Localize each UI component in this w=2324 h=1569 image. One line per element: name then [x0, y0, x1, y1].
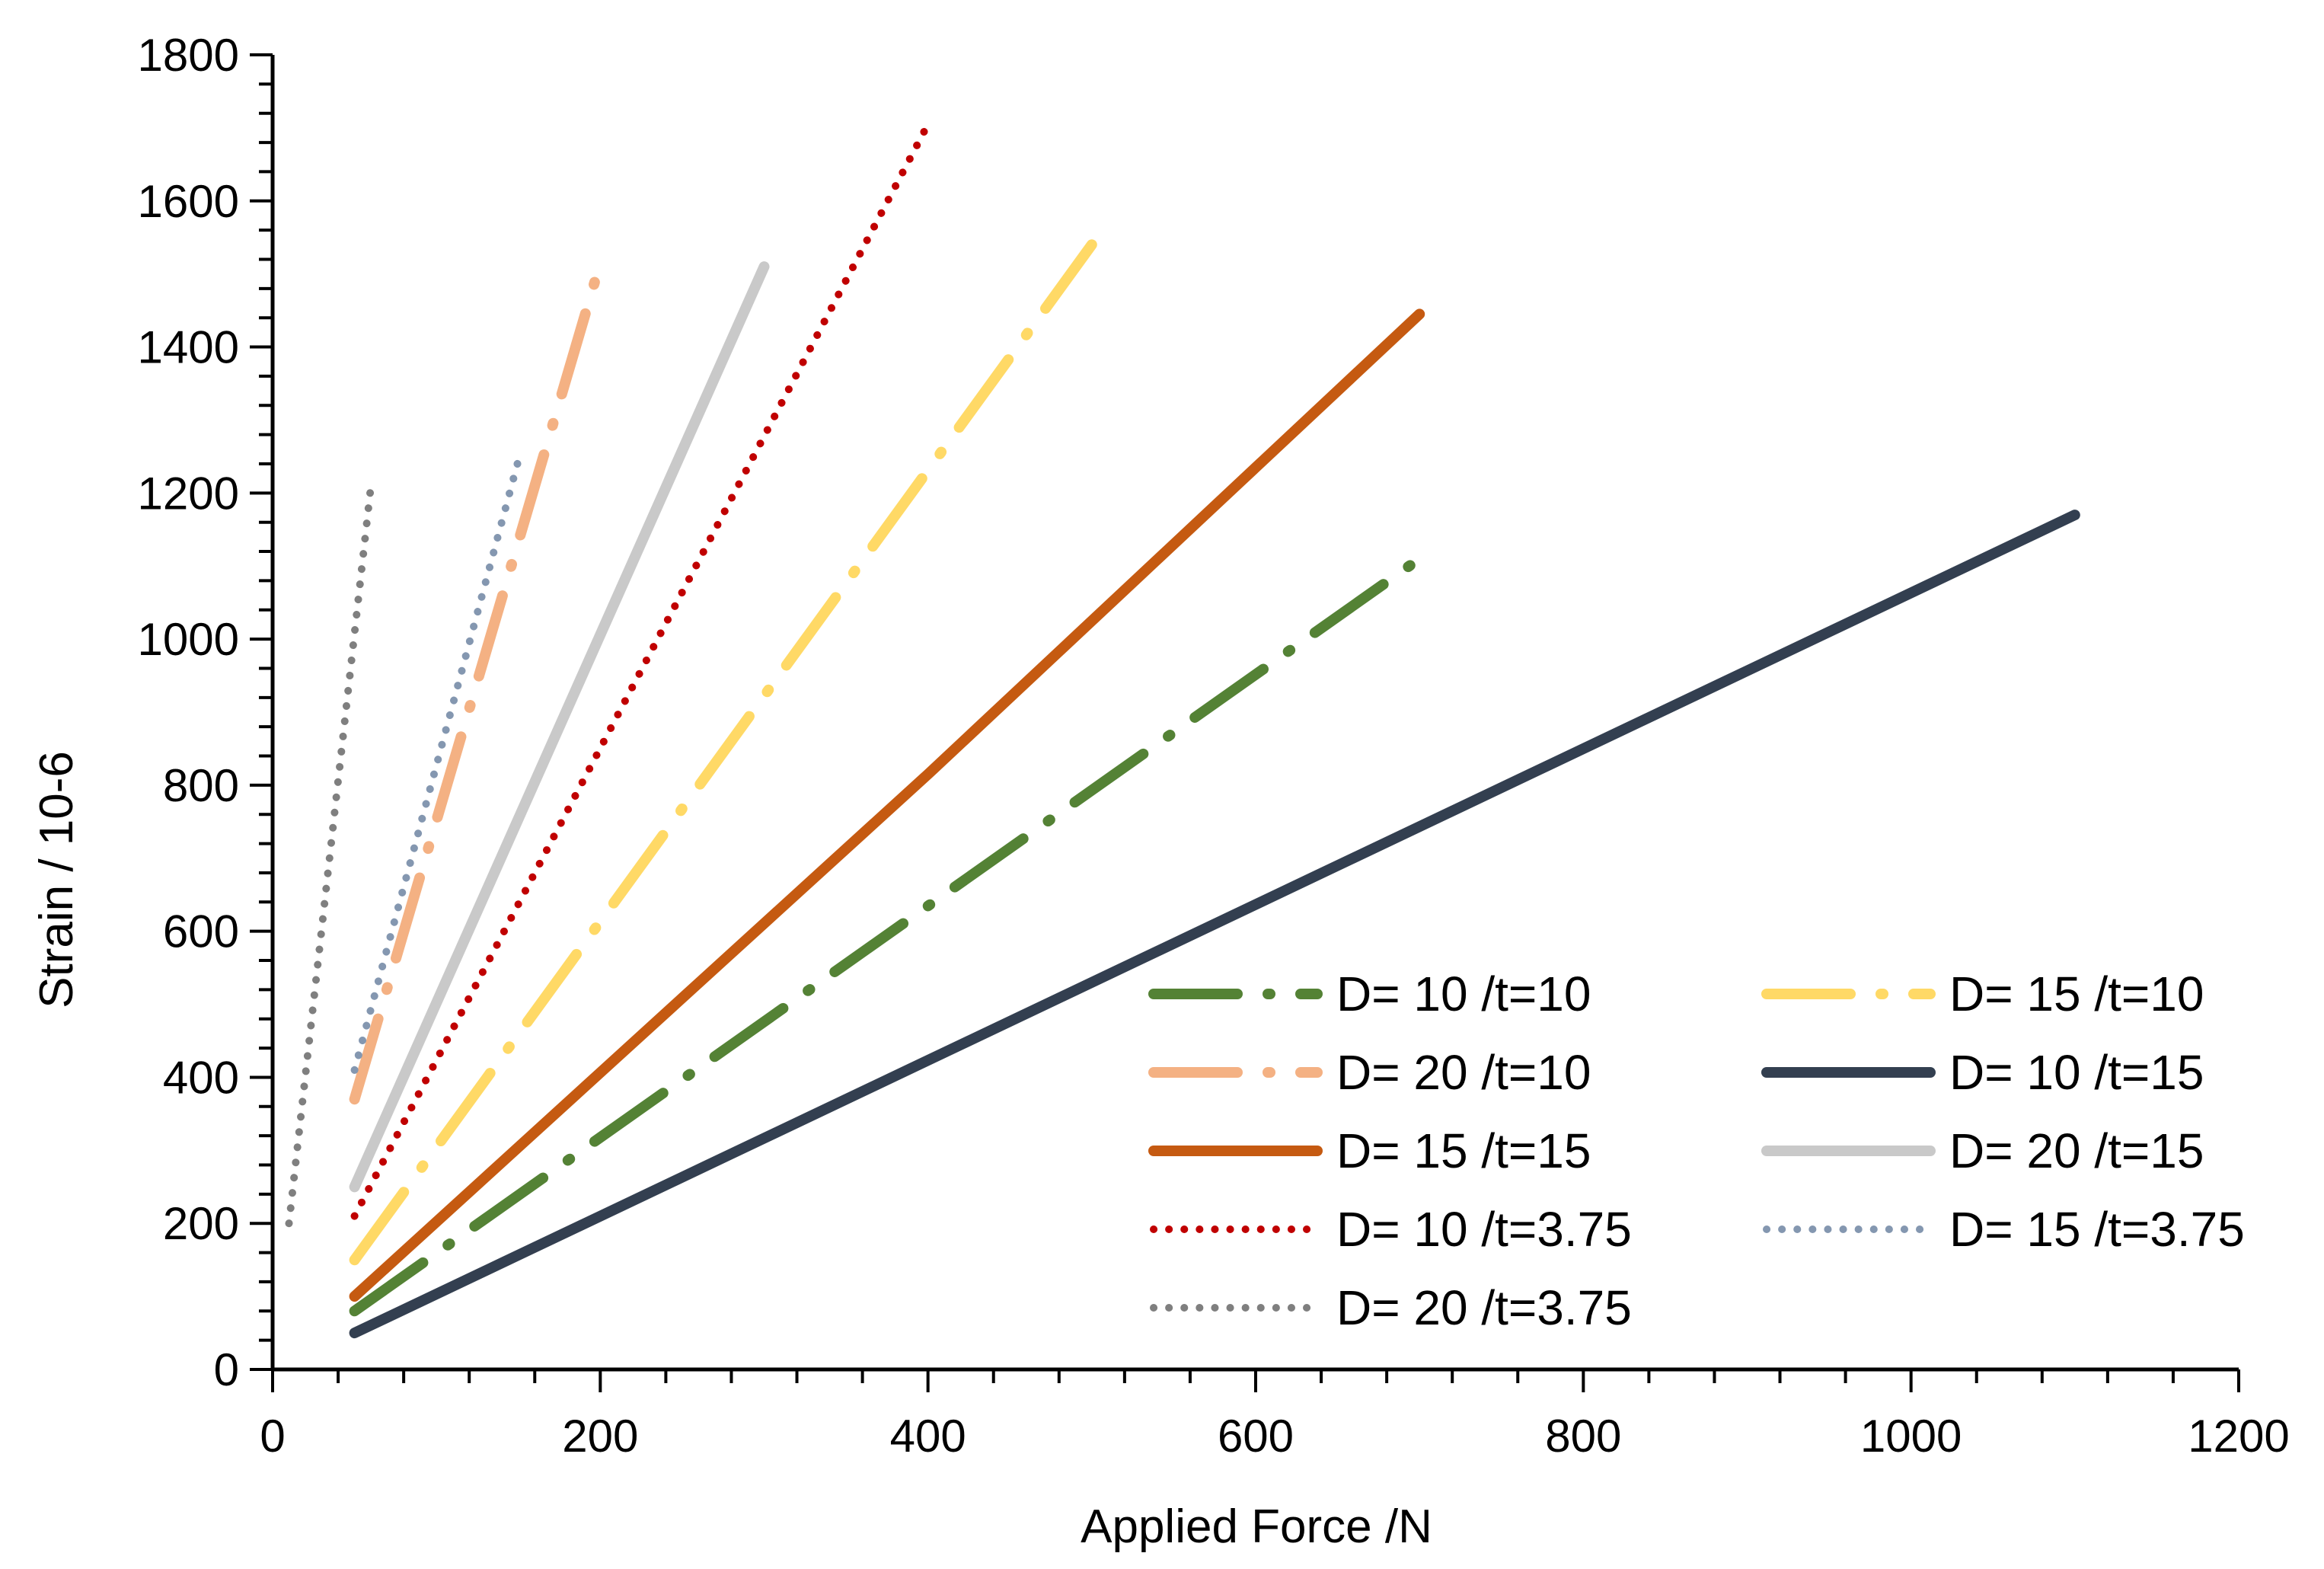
legend-label: D= 15 /t=10 — [1949, 967, 2204, 1021]
y-axis-title: Strain / 10-6 — [30, 751, 83, 1008]
series-line-9 — [285, 481, 375, 1228]
y-tick-label: 200 — [163, 1198, 239, 1249]
y-tick-label: 1400 — [138, 322, 239, 373]
legend-label: D= 10 /t=3.75 — [1336, 1202, 1632, 1257]
series-line-7 — [350, 120, 932, 1220]
x-tick-label: 0 — [260, 1411, 285, 1462]
y-tick-label: 1000 — [138, 614, 239, 665]
y-tick-label: 600 — [163, 906, 239, 957]
series-line-5 — [349, 308, 1425, 1302]
x-tick-label: 400 — [890, 1411, 966, 1462]
x-tick-label: 800 — [1545, 1411, 1621, 1462]
series-line-6 — [349, 261, 770, 1193]
x-tick-label: 200 — [562, 1411, 638, 1462]
series-line-1 — [349, 553, 1425, 1317]
legend-label: D= 15 /t=15 — [1336, 1123, 1591, 1178]
legend-label: D= 20 /t=15 — [1949, 1123, 2204, 1178]
legend-label: D= 20 /t=10 — [1336, 1045, 1591, 1100]
series-line-3 — [349, 257, 606, 1105]
x-tick-label: 600 — [1218, 1411, 1294, 1462]
legend-label: D= 10 /t=15 — [1949, 1045, 2204, 1100]
y-tick-label: 1200 — [138, 468, 239, 519]
y-tick-label: 400 — [163, 1052, 239, 1103]
legend: D= 10 /t=10 D= 15 /t=10 D= 20 /t=10 D= 10 /… — [1148, 967, 2245, 1335]
legend-label: D= 20 /t=3.75 — [1336, 1280, 1632, 1335]
legend-label: D= 10 /t=10 — [1336, 967, 1591, 1021]
y-tick-label: 1600 — [138, 176, 239, 227]
legend-label: D= 15 /t=3.75 — [1949, 1202, 2245, 1257]
x-tick-label: 1000 — [1860, 1411, 1962, 1462]
series-line-4 — [349, 510, 2080, 1339]
series-lines — [285, 120, 2080, 1339]
y-tick-label: 0 — [214, 1344, 239, 1395]
series-line-8 — [350, 456, 522, 1074]
y-tick-label: 800 — [163, 760, 239, 811]
axes: 0 200 400 600 800 1000 1200 1400 1600 1800 0 200 400… — [138, 30, 2290, 1462]
x-axis-title: Applied Force /N — [1081, 1500, 1432, 1553]
x-tick-label: 1200 — [2188, 1411, 2289, 1462]
series-line-2 — [349, 239, 1097, 1266]
y-tick-label: 1800 — [138, 30, 239, 81]
